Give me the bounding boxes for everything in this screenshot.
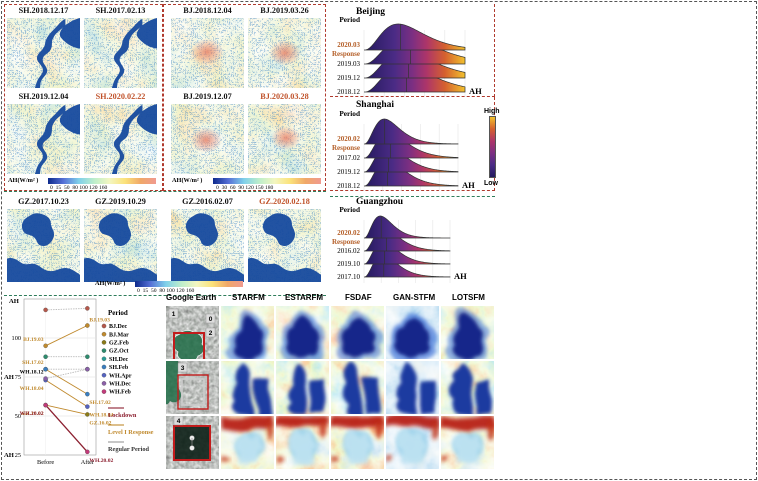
svg-text:BJ.Dec: BJ.Dec bbox=[109, 324, 127, 330]
svg-text:SH.Feb: SH.Feb bbox=[109, 365, 129, 371]
svg-text:Shanghai: Shanghai bbox=[356, 100, 394, 110]
svg-text:Lockdown: Lockdown bbox=[108, 412, 137, 419]
svg-text:2018.12: 2018.12 bbox=[337, 182, 360, 190]
svg-text:Period: Period bbox=[339, 109, 360, 118]
svg-text:2016.02: 2016.02 bbox=[337, 247, 360, 255]
svg-text:2019.12: 2019.12 bbox=[337, 168, 360, 176]
svg-text:SH.17.02: SH.17.02 bbox=[22, 360, 44, 366]
svg-text:Response: Response bbox=[332, 144, 360, 152]
svg-text:WH.20.02: WH.20.02 bbox=[89, 458, 113, 464]
svg-text:WH.Dec: WH.Dec bbox=[109, 382, 131, 388]
svg-text:GZ.Oct: GZ.Oct bbox=[109, 349, 129, 355]
svg-text:WH.18.04: WH.18.04 bbox=[20, 386, 44, 392]
svg-text:Period: Period bbox=[339, 205, 360, 214]
svg-text:Response: Response bbox=[332, 50, 360, 58]
svg-text:2017.02: 2017.02 bbox=[337, 154, 360, 162]
svg-text:1: 1 bbox=[172, 311, 176, 318]
svg-text:2020.03: 2020.03 bbox=[337, 41, 360, 49]
svg-text:WH.18.12: WH.18.12 bbox=[20, 370, 44, 376]
svg-text:GZ.Feb: GZ.Feb bbox=[109, 341, 129, 347]
svg-text:AH: AH bbox=[454, 271, 467, 281]
svg-text:Guangzhou: Guangzhou bbox=[356, 197, 404, 207]
svg-text:2019.03: 2019.03 bbox=[337, 60, 360, 68]
svg-text:100: 100 bbox=[12, 335, 21, 342]
svg-text:WH.Feb: WH.Feb bbox=[109, 390, 131, 396]
svg-text:WH.Apr: WH.Apr bbox=[109, 373, 132, 379]
svg-text:Beijing: Beijing bbox=[356, 7, 385, 17]
svg-text:3: 3 bbox=[181, 365, 185, 372]
svg-text:WH.20.02: WH.20.02 bbox=[20, 411, 44, 417]
svg-text:Regular Period: Regular Period bbox=[108, 446, 149, 453]
svg-text:2017.10: 2017.10 bbox=[337, 273, 360, 281]
svg-text:Before: Before bbox=[37, 459, 54, 466]
svg-text:4: 4 bbox=[177, 418, 181, 425]
svg-text:AH: AH bbox=[4, 374, 15, 381]
svg-text:2018.12: 2018.12 bbox=[337, 88, 360, 96]
svg-text:Response: Response bbox=[332, 238, 360, 246]
svg-text:0: 0 bbox=[209, 316, 213, 323]
svg-text:2: 2 bbox=[209, 330, 213, 337]
svg-text:Level I Response: Level I Response bbox=[108, 429, 154, 436]
svg-text:SH.Dec: SH.Dec bbox=[109, 357, 129, 363]
svg-text:AH: AH bbox=[9, 298, 20, 305]
svg-text:2019.12: 2019.12 bbox=[337, 74, 360, 82]
svg-text:AH: AH bbox=[462, 180, 475, 190]
svg-text:2020.02: 2020.02 bbox=[337, 135, 360, 143]
svg-text:2020.02: 2020.02 bbox=[337, 229, 360, 237]
svg-text:Period: Period bbox=[339, 15, 360, 24]
svg-text:AH: AH bbox=[4, 452, 15, 459]
svg-text:BJ.19.03: BJ.19.03 bbox=[23, 337, 44, 343]
svg-text:25: 25 bbox=[15, 452, 21, 459]
svg-text:BJ.Mar: BJ.Mar bbox=[109, 332, 129, 338]
svg-text:AH: AH bbox=[469, 86, 482, 96]
svg-text:2019.10: 2019.10 bbox=[337, 260, 360, 268]
